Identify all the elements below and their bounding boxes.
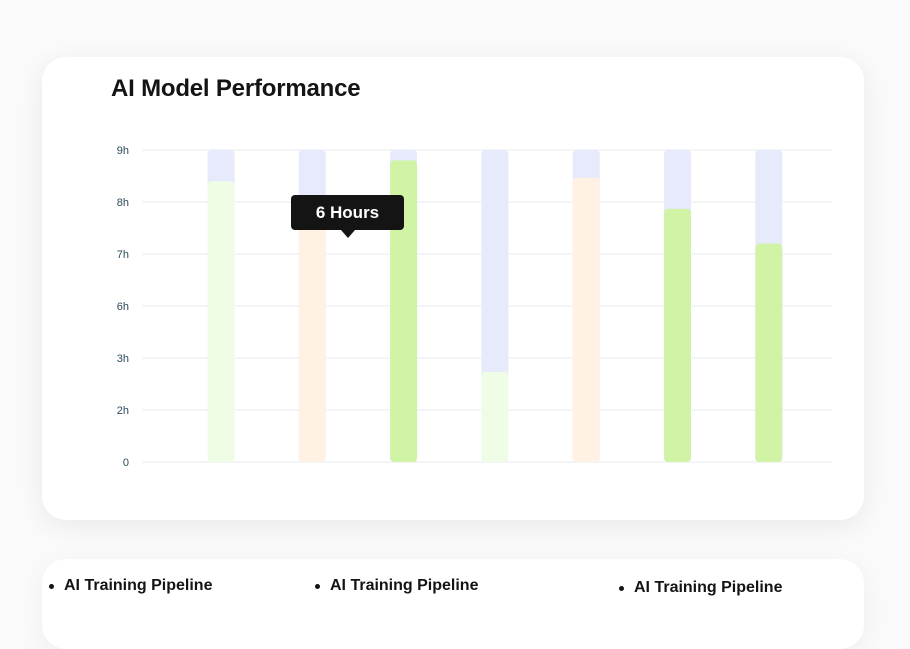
bar[interactable]: [298, 208, 326, 462]
legend-label: AI Training Pipeline: [634, 579, 783, 596]
legend-label: AI Training Pipeline: [64, 577, 213, 594]
y-tick-label: 9h: [117, 145, 129, 157]
chart-title: AI Model Performance: [111, 75, 361, 102]
legend-item: AI Training Pipeline: [49, 577, 212, 595]
tooltip-arrow: [341, 230, 355, 238]
chart-card: AI Model Performance 0 2h 3h 6h 7h 8h 9h 6 Hou…: [42, 57, 864, 520]
bullet-icon: [315, 583, 320, 589]
bar[interactable]: [207, 181, 235, 462]
y-tick-label: 2h: [117, 405, 129, 417]
bar-tooltip: 6 Hours: [291, 195, 404, 238]
tooltip-label: 6 Hours: [315, 203, 380, 222]
legend-label: AI Training Pipeline: [330, 577, 479, 594]
y-tick-label: 0: [123, 457, 129, 469]
y-tick-label: 3h: [117, 353, 129, 365]
legend-item: AI Training Pipeline: [315, 577, 478, 595]
bar[interactable]: [755, 243, 783, 462]
bar[interactable]: [390, 160, 418, 462]
y-tick-label: 6h: [117, 301, 129, 313]
legend-item: AI Training Pipeline: [619, 579, 782, 597]
bar[interactable]: [481, 371, 509, 462]
bar[interactable]: [572, 177, 600, 462]
bar[interactable]: [664, 208, 691, 462]
bar-chart: 0 2h 3h 6h 7h 8h 9h: [117, 145, 832, 469]
bullet-icon: [49, 583, 54, 589]
bullet-icon: [619, 585, 624, 591]
legend-card: AI Training Pipeline AI Training Pipelin…: [42, 559, 864, 649]
y-tick-label: 7h: [117, 249, 129, 261]
y-tick-label: 8h: [117, 197, 129, 209]
